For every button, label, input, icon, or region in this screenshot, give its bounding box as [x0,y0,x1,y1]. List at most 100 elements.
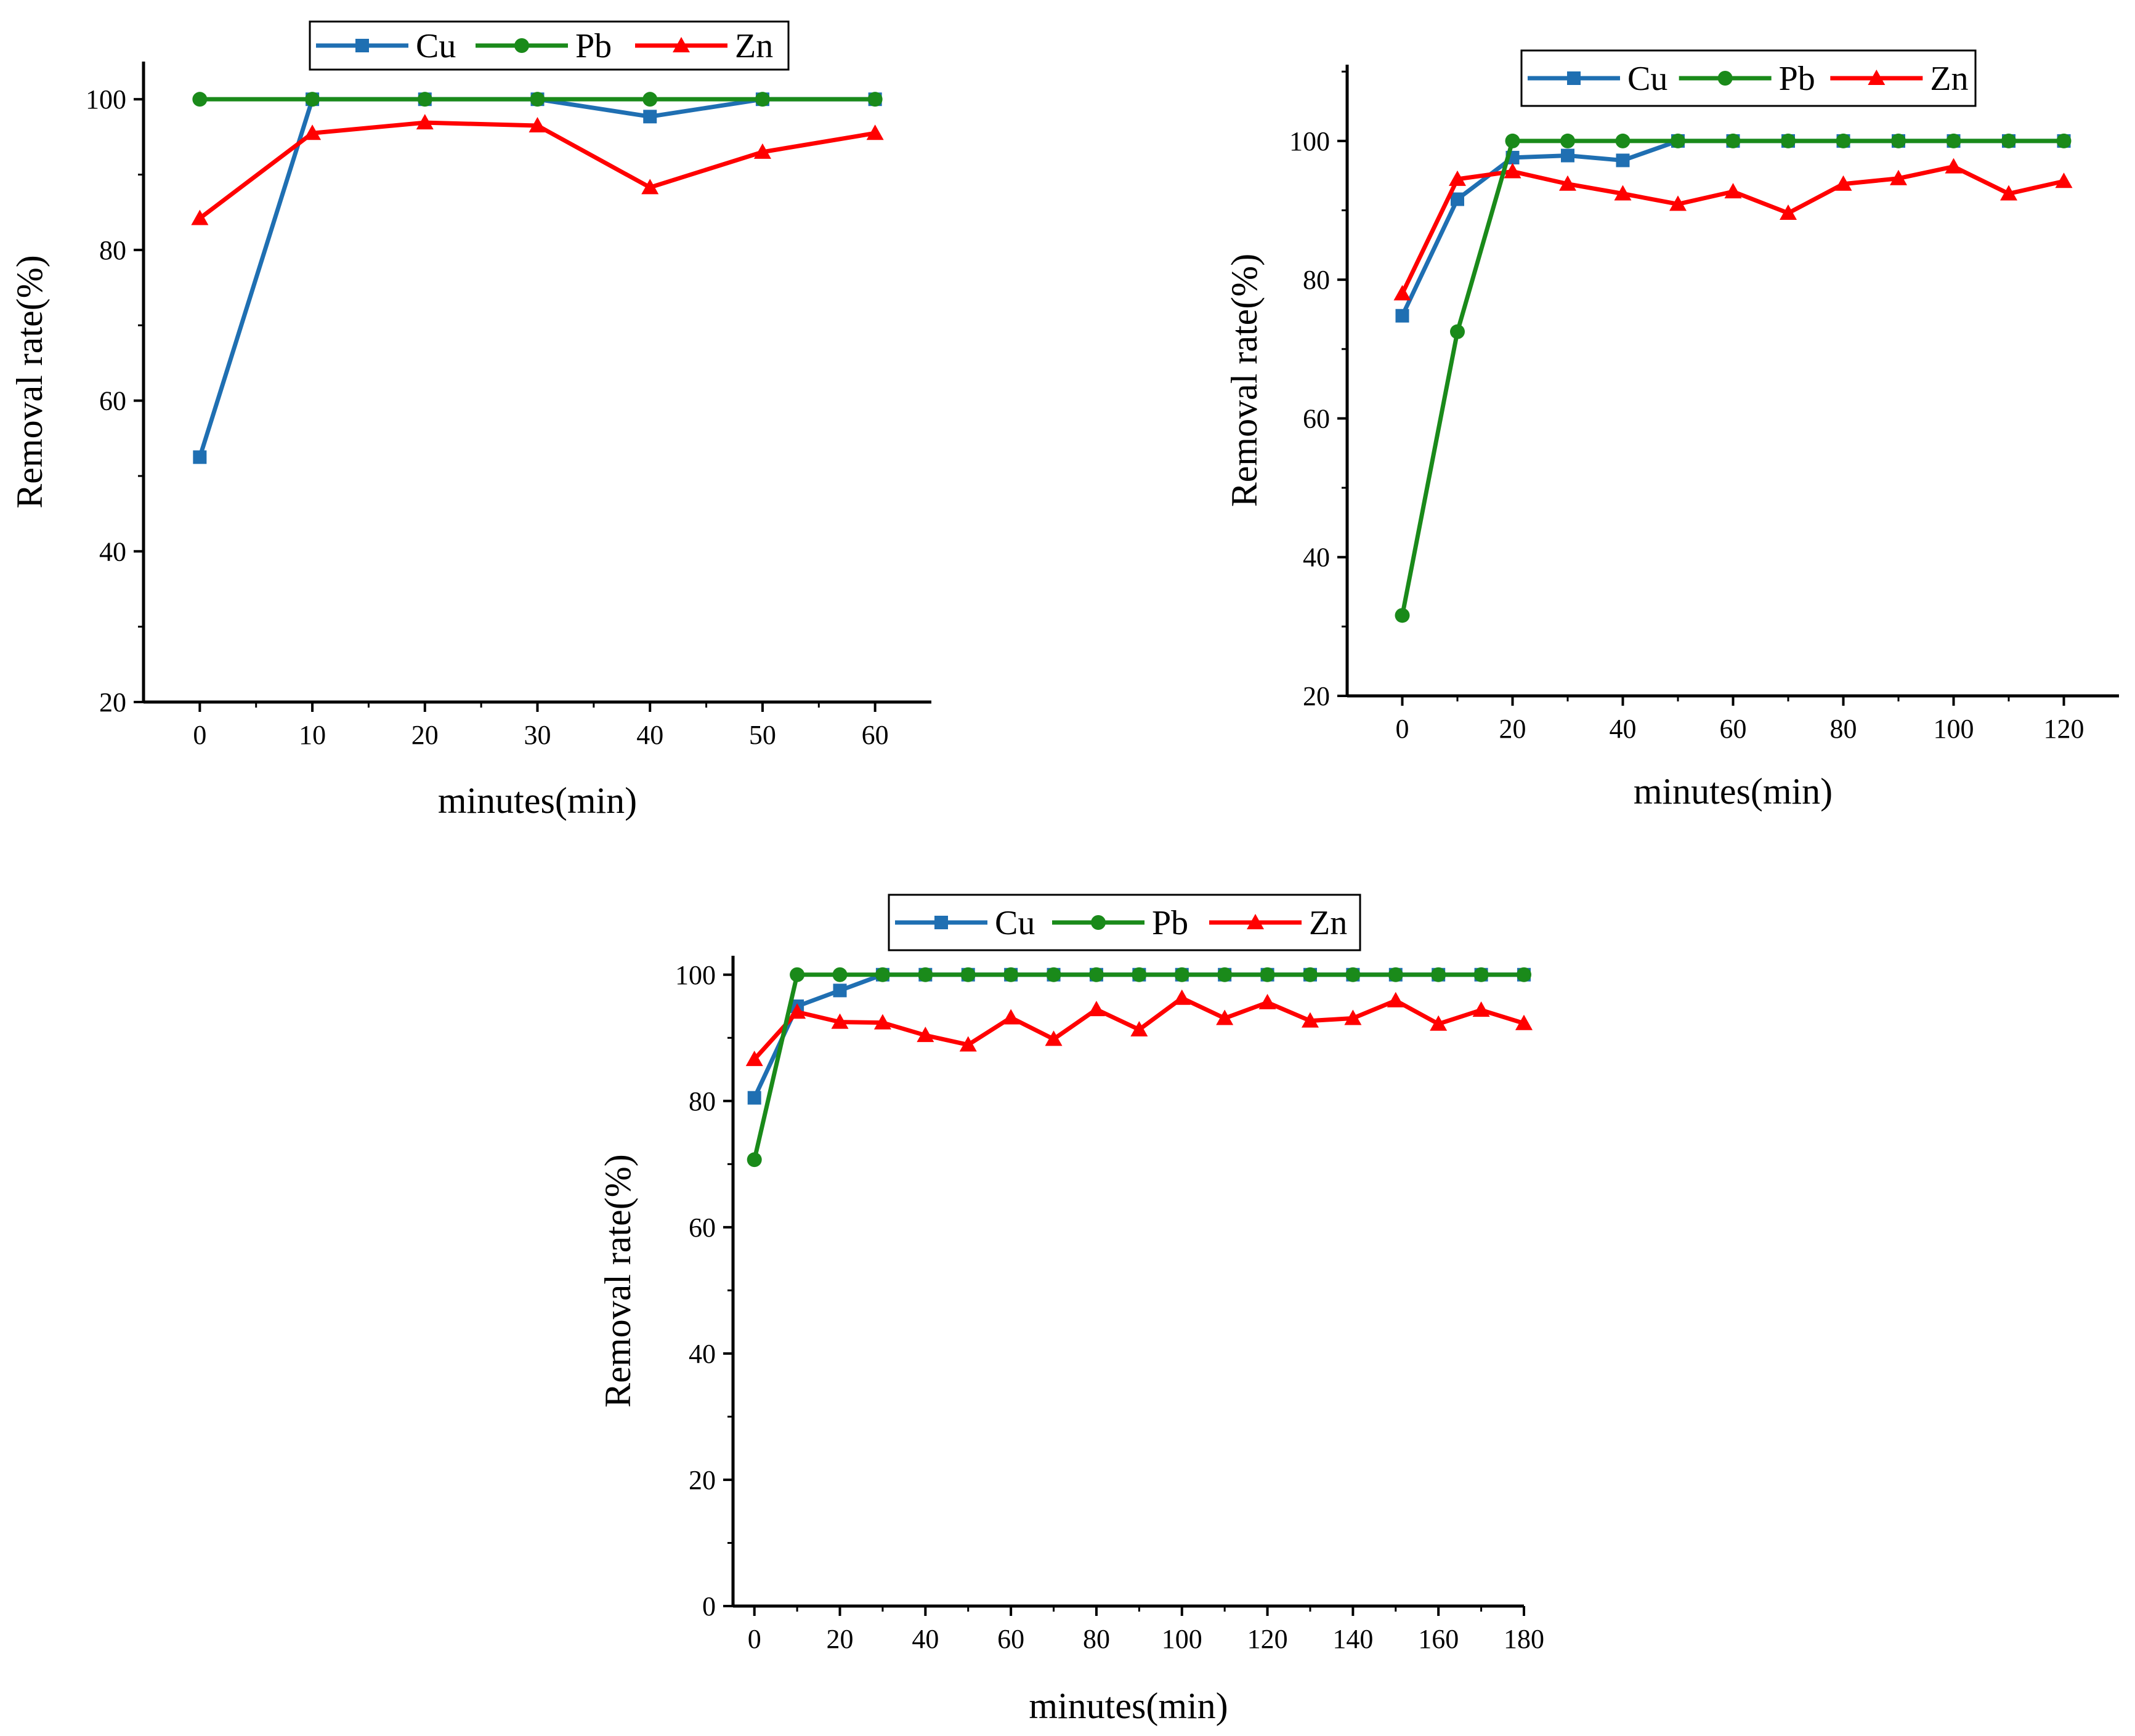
series-line-cu [1400,139,2064,317]
data-point-zn [2055,172,2073,188]
data-point-zn [416,114,434,130]
x-tick-label: 0 [193,720,206,750]
legend-label-zn: Zn [1930,60,1968,98]
data-point-zn [641,179,659,195]
data-point-zn [1669,195,1687,211]
data-point-zn [1504,163,1521,179]
data-point-pb [2001,133,2016,148]
data-point-pb [1302,967,1318,982]
data-point-zn [1216,1009,1234,1025]
data-point-zn [1890,169,1907,185]
series-pb [1395,133,2072,623]
data-point-zn [1614,185,1632,201]
y-tick-label: 80 [689,1086,716,1116]
y-tick-label: 40 [689,1339,716,1369]
data-point-pb [1132,967,1147,982]
data-point-pb [1345,967,1361,982]
x-tick-label: 100 [1934,714,1974,744]
x-tick-label: 60 [862,720,889,750]
data-point-cu [747,1091,761,1105]
legend-label-cu: Cu [1627,60,1667,98]
series-pb [192,92,883,107]
data-point-pb [1174,967,1189,982]
y-tick-label: 100 [86,84,126,115]
y-tick-label: 80 [1303,265,1330,295]
x-tick-label: 50 [749,720,776,750]
data-point-pb [1088,967,1104,982]
legend-label-pb: Pb [575,27,612,65]
legend-label-pb: Pb [1152,904,1188,942]
chart-panel-top-right: 0 20 40 60 80 100 120 20 40 60 80 100 minutes(min) Re… [1224,49,2119,812]
data-point-cu [833,983,847,998]
legend-marker-pb [1091,915,1106,930]
series-line-pb [752,972,1524,1160]
data-point-zn [866,124,884,140]
legend-marker-cu [934,916,948,929]
data-point-pb [1217,967,1233,982]
data-point-cu [643,110,657,124]
data-point-cu [193,450,207,464]
x-tick-label: 60 [1720,714,1747,744]
series-zn [191,114,884,225]
data-point-cu [1451,192,1464,206]
data-point-pb [875,967,890,982]
legend-marker-zn [1247,914,1264,929]
data-point-pb [1003,967,1019,982]
y-tick-label: 0 [702,1591,716,1621]
series-zn [1393,158,2073,301]
legend-label-cu: Cu [995,904,1035,942]
y-axis-title: Removal rate(%) [598,1154,638,1407]
data-point-zn [191,209,209,225]
legend: Cu Pb Zn [309,20,790,71]
legend-label-zn: Zn [735,27,773,65]
data-point-zn [1393,285,1411,301]
data-point-zn [1945,158,1963,174]
legend-marker-cu [355,39,369,52]
x-tick-label: 20 [827,1624,854,1654]
data-point-zn [959,1036,977,1052]
y-tick-label: 20 [1303,681,1330,711]
data-point-pb [192,92,208,107]
data-point-pb [790,967,805,982]
data-point-zn [1780,204,1797,220]
x-tick-label: 80 [1083,1624,1110,1654]
data-point-cu [1561,148,1574,163]
data-point-pb [867,92,883,107]
data-point-pb [1505,133,1520,148]
x-axis-title: minutes(min) [1029,1686,1228,1726]
data-point-zn [1515,1014,1533,1030]
data-point-pb [755,92,770,107]
legend-label-zn: Zn [1309,904,1347,942]
x-tick-label: 60 [997,1624,1024,1654]
y-tick-label: 60 [689,1213,716,1243]
data-point-pb [2056,133,2072,148]
x-tick-label: 120 [2044,714,2084,744]
y-tick-label: 20 [99,687,126,717]
legend: Cu Pb Zn [1520,49,1977,107]
y-tick-label: 20 [689,1465,716,1495]
data-point-zn [1559,175,1576,191]
data-point-zn [1834,175,1852,191]
data-point-pb [1260,967,1275,982]
x-tick-label: 0 [748,1624,761,1654]
data-point-pb [747,1152,762,1168]
data-point-pb [1473,967,1489,982]
data-point-pb [1395,608,1410,623]
x-tick-label: 160 [1418,1624,1459,1654]
x-axis-title: minutes(min) [1634,771,1833,812]
data-point-zn [1258,993,1276,1009]
x-tick-label: 120 [1247,1624,1288,1654]
x-tick-label: 30 [524,720,551,750]
y-tick-label: 100 [675,960,716,990]
data-point-zn [1387,991,1404,1007]
data-point-zn [1173,989,1191,1005]
data-point-pb [417,92,432,107]
x-tick-label: 140 [1332,1624,1373,1654]
x-tick-label: 20 [411,720,439,750]
data-point-pb [1431,967,1446,982]
data-point-zn [873,1014,891,1030]
data-point-zn [1087,1001,1105,1017]
data-point-zn [1130,1020,1148,1036]
x-tick-label: 40 [636,720,663,750]
